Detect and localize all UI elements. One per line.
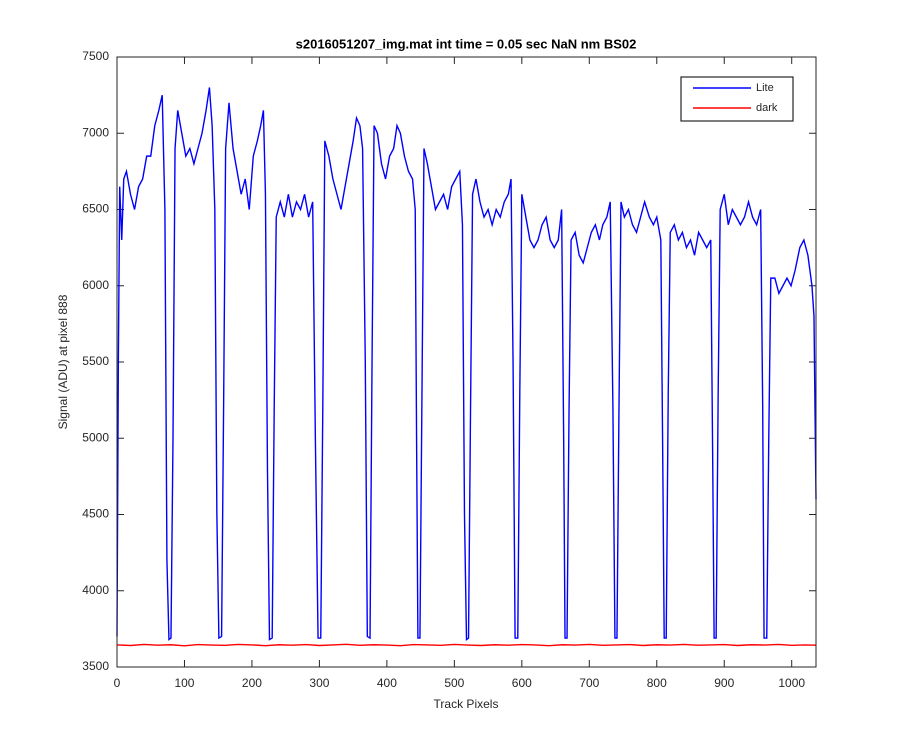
legend-label: Lite <box>756 82 774 94</box>
legend-label: dark <box>756 102 778 114</box>
x-tick-label: 900 <box>714 676 734 690</box>
y-tick-label: 3500 <box>82 659 109 673</box>
y-tick-label: 7000 <box>82 125 109 139</box>
legend: Lite dark <box>680 76 794 122</box>
y-tick-label: 7500 <box>82 49 109 63</box>
x-tick-label: 400 <box>377 676 397 690</box>
y-axis-label: Signal (ADU) at pixel 888 <box>56 294 70 429</box>
y-tick-label: 4500 <box>82 507 109 521</box>
x-tick-label: 700 <box>579 676 599 690</box>
x-tick-label: 800 <box>647 676 667 690</box>
x-axis-label: Track Pixels <box>434 697 499 711</box>
y-tick-label: 5000 <box>82 430 109 444</box>
data-line <box>116 643 817 647</box>
x-tick-label: 200 <box>242 676 262 690</box>
y-tick-label: 5500 <box>82 354 109 368</box>
chart-title: s2016051207_img.mat int time = 0.05 sec … <box>296 36 637 51</box>
x-tick-label: 1000 <box>778 676 805 690</box>
y-tick-label: 4000 <box>82 583 109 597</box>
y-tick-label: 6000 <box>82 278 109 292</box>
x-tick-label: 0 <box>114 676 121 690</box>
data-line <box>116 87 817 641</box>
y-tick-label: 6500 <box>82 202 109 216</box>
x-tick-label: 100 <box>174 676 194 690</box>
x-tick-label: 600 <box>512 676 532 690</box>
axes-box <box>116 56 817 668</box>
legend-box <box>680 76 794 122</box>
x-tick-label: 300 <box>309 676 329 690</box>
x-tick-label: 500 <box>444 676 464 690</box>
